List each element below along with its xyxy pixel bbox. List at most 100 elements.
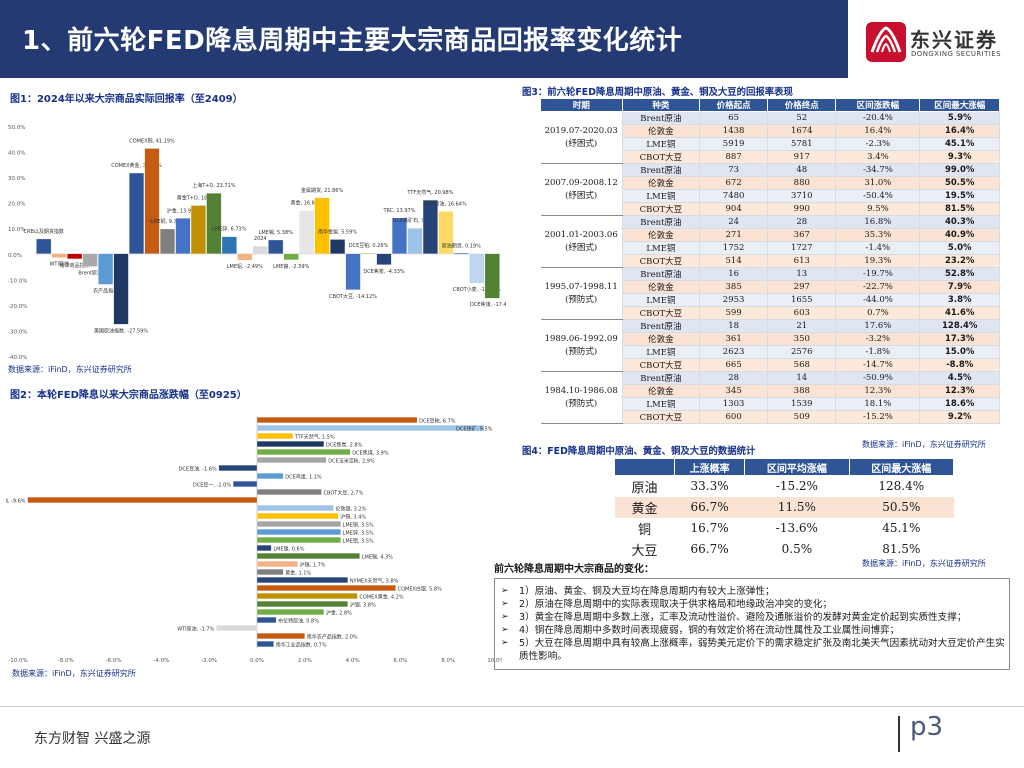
table-cell: LME铜 [622,345,701,359]
data-label: DCE玉米淀粉, 2.9% [328,457,375,464]
bar [144,148,160,254]
bar [268,239,284,254]
table-row: 伦敦金 385 297 -22.7% 7.9% [541,280,1000,294]
table-cell: -50.9% [835,371,921,385]
table-cell: 5919 [699,137,769,151]
bar [252,245,268,254]
table-cell: 18.1% [835,397,921,411]
table-cell: 65 [699,111,769,125]
note-text: 1）原油、黄金、铜及大豆均在降息周期内有较大上涨弹性； [519,586,775,597]
notes-title: 前六轮降息周期中大宗商品的变化： [494,564,654,575]
table-row: 大豆 66.7% 0.5% 81.5% [614,538,954,560]
data-label: TTF天然气, 20.98% [406,189,453,196]
table-cell: 31.0% [835,176,921,190]
table-cell: 297 [767,280,837,294]
data-label: COMEX黄金, 31.60% [111,162,162,169]
y-tick-label: 10.0% [8,227,25,233]
period-cell: 2007.09-2008.12 (纾困式) [540,163,623,216]
period-label: 2007.09-2008.12 [544,177,618,188]
table-cell: 1539 [767,397,837,411]
table-header-row: 时期 种类 价格起点 价格终点 区间涨跌幅 区间最大涨幅 [540,98,1000,112]
table-row: LME铜 7480 3710 -50.4% 19.5% [541,189,1000,203]
note-text: 3）黄金在降息周期中多数上涨，汇率及流动性溢价、避险及通胀溢价的发酵对黄金定价起… [519,612,967,623]
data-label: LME锌, 6.73% [212,226,247,233]
note-text: 4）铜在降息周期中多数时间表现疲弱，铜的有效定价将在流动性属性及工业属性间博弈； [519,625,900,636]
table-cell: 28 [699,371,769,385]
table-cell: 16.4% [919,124,1000,138]
table-cell: 伦敦金 [622,332,701,346]
table-cell: 45.1% [919,137,1000,151]
data-label: WTI原油, -1.7% [177,625,214,632]
bar [256,488,322,496]
table-cell: 2953 [699,293,769,307]
period-type: (预防式) [565,398,598,409]
bar [283,253,299,261]
table-cell: Brent原油 [622,371,701,385]
data-label: 原油期货, 0.19% [442,242,481,249]
table-cell: 81.5% [919,202,1000,216]
table-row: CBOT大豆 599 603 0.7% 41.6% [541,306,1000,320]
data-label: 黄金, 16.88% [291,200,323,207]
bar [256,448,351,456]
table-cell: -50.4% [835,189,921,203]
x-tick-label: -6.0% [106,658,122,664]
data-label: 南华金属, 5.59% [318,228,357,235]
table-cell: 伦敦金 [622,228,701,242]
footer-slogan: 东方财智 兴盛之源 [34,731,151,747]
period-label: 2001.01-2003.06 [544,229,618,240]
table-cell: 40.9% [919,228,1000,242]
table-row: 原油 33.3% -15.2% 128.4% [614,475,954,497]
table-cell: 509 [767,410,837,424]
bar [299,210,315,254]
table-cell: 4.5% [919,371,1000,385]
data-label: WTI原油 [49,261,68,268]
table-cell: 128.4% [919,319,1000,333]
bar [256,576,348,584]
table-cell: 880 [767,176,837,190]
table-cell: CBOT大豆 [622,410,701,424]
bar [256,536,341,544]
y-tick-label: 0.0% [8,253,22,259]
table-cell: 45.1% [849,517,954,539]
data-label: 美国原油指数, -27.59% [94,327,148,334]
note-text: 2）原油在降息周期中的实际表现取决于供求格局和地缘政治冲突的变化； [519,599,833,610]
x-tick-label: 8.0% [441,658,455,664]
table-cell: 16.4% [835,124,921,138]
table-cell: -19.7% [835,267,921,281]
bar [256,512,339,520]
table-cell: 99.0% [919,163,1000,177]
data-label: 布伦特原油, 0.8% [278,617,319,624]
data-label: NYMEX天然气, 3.8% [350,577,399,584]
table-row: 伦敦金 271 367 35.3% 40.9% [541,228,1000,242]
x-tick-label: -8.0% [58,658,74,664]
bar [314,197,330,254]
figure4-source: 数据来源：iFinD，东兴证券研究所 [862,559,986,568]
bar [256,640,274,648]
table-cell: 23.2% [919,254,1000,268]
column-header: 区间平均涨幅 [744,458,850,476]
company-logo: 东兴证券 DONGXING SECURITIES [866,22,1016,62]
data-label: 黄金T+D, 18.89% [177,194,221,201]
commodity-name: 原油 [614,475,675,497]
data-label: DCE铁矿, 9.5% [456,425,493,432]
bar [256,440,325,448]
table-cell: CBOT大豆 [622,202,701,216]
data-label: CRB以及期货指数 [24,228,64,235]
data-label: DCE豆油, -1.6% [179,465,217,472]
table-cell: 3.4% [835,150,921,164]
data-label: COMEX黄金, 4.2% [359,593,403,600]
data-label: 金属期货, 21.86% [301,187,343,194]
figure2-caption: 图2：本轮FED降息以来大宗商品涨跌幅（至0925） [10,390,247,401]
bar [256,616,277,624]
figure1-bar-chart: 50.0% 40.0% 30.0% 20.0% 10.0% 0.0% -10.0% -20.0… [8,125,506,361]
table-cell: -34.7% [835,163,921,177]
table-cell: -1.4% [835,241,921,255]
table-row: 伦敦金 345 388 12.3% 12.3% [541,384,1000,398]
table-cell: 7.9% [919,280,1000,294]
table-row: 伦敦金 361 350 -3.2% 17.3% [541,332,1000,346]
column-header: 上涨概率 [673,458,746,476]
data-label: LME锡, 5.38% [259,229,294,236]
commodity-name: 大豆 [614,538,675,560]
logo-icon [866,22,906,62]
table-cell: -14.7% [835,358,921,372]
